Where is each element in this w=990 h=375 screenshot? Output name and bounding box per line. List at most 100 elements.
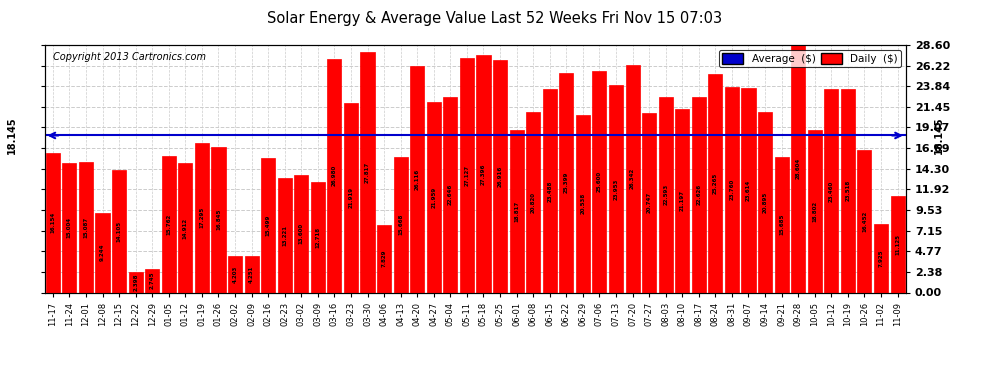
Bar bbox=[212, 147, 226, 292]
Text: 9.244: 9.244 bbox=[100, 244, 105, 261]
Bar bbox=[476, 56, 490, 292]
Bar bbox=[626, 64, 640, 292]
Bar bbox=[277, 178, 292, 292]
Bar bbox=[410, 66, 425, 292]
Text: 22.593: 22.593 bbox=[663, 184, 668, 206]
Bar bbox=[576, 115, 590, 292]
Bar bbox=[675, 109, 689, 292]
Bar bbox=[427, 102, 441, 292]
Bar bbox=[178, 164, 192, 292]
Bar bbox=[774, 157, 789, 292]
Text: 23.460: 23.460 bbox=[829, 180, 834, 202]
Legend: Average  ($), Daily  ($): Average ($), Daily ($) bbox=[720, 50, 901, 68]
Bar bbox=[791, 45, 805, 292]
Text: 13.221: 13.221 bbox=[282, 225, 287, 246]
Bar bbox=[808, 130, 822, 292]
Text: 2.398: 2.398 bbox=[133, 273, 139, 291]
Text: 15.087: 15.087 bbox=[83, 217, 88, 238]
Text: 26.342: 26.342 bbox=[630, 168, 635, 189]
Bar bbox=[245, 256, 258, 292]
Bar bbox=[394, 157, 408, 292]
Text: Copyright 2013 Cartronics.com: Copyright 2013 Cartronics.com bbox=[53, 53, 206, 62]
Bar bbox=[195, 143, 209, 292]
Text: 21.919: 21.919 bbox=[348, 187, 353, 208]
Text: 13.600: 13.600 bbox=[299, 223, 304, 244]
Text: 15.499: 15.499 bbox=[265, 215, 270, 236]
Text: 25.399: 25.399 bbox=[563, 172, 569, 193]
Text: 21.197: 21.197 bbox=[680, 190, 685, 211]
Bar bbox=[643, 113, 656, 292]
Bar bbox=[510, 130, 524, 292]
Text: 15.004: 15.004 bbox=[67, 217, 72, 238]
Text: 20.820: 20.820 bbox=[531, 192, 536, 213]
Bar bbox=[146, 269, 159, 292]
Bar bbox=[377, 225, 391, 292]
Text: 4.203: 4.203 bbox=[233, 266, 238, 283]
Bar bbox=[62, 163, 76, 292]
Bar bbox=[725, 87, 739, 292]
Text: 23.953: 23.953 bbox=[614, 178, 619, 200]
Bar bbox=[874, 224, 888, 292]
Bar bbox=[294, 175, 308, 292]
Text: 23.614: 23.614 bbox=[746, 180, 751, 201]
Bar bbox=[609, 85, 623, 292]
Bar bbox=[328, 59, 342, 292]
Bar bbox=[112, 170, 126, 292]
Text: Solar Energy & Average Value Last 52 Weeks Fri Nov 15 07:03: Solar Energy & Average Value Last 52 Wee… bbox=[267, 11, 723, 26]
Bar bbox=[444, 96, 457, 292]
Text: 23.518: 23.518 bbox=[845, 180, 850, 201]
Bar bbox=[261, 158, 275, 292]
Bar bbox=[825, 90, 839, 292]
Bar bbox=[161, 156, 176, 292]
Text: 25.600: 25.600 bbox=[597, 171, 602, 192]
Bar bbox=[493, 60, 507, 292]
Text: 26.980: 26.980 bbox=[332, 165, 337, 186]
Text: 2.745: 2.745 bbox=[149, 272, 154, 290]
Bar bbox=[95, 213, 110, 292]
Text: 27.817: 27.817 bbox=[365, 162, 370, 183]
Bar bbox=[592, 71, 607, 292]
Bar bbox=[526, 112, 541, 292]
Bar bbox=[46, 153, 59, 292]
Bar bbox=[559, 73, 573, 292]
Bar bbox=[658, 97, 673, 292]
Text: 27.396: 27.396 bbox=[481, 163, 486, 184]
Bar bbox=[129, 272, 143, 292]
Text: 4.251: 4.251 bbox=[249, 266, 254, 283]
Text: 14.912: 14.912 bbox=[183, 217, 188, 238]
Bar bbox=[360, 52, 374, 292]
Text: 21.959: 21.959 bbox=[432, 187, 437, 208]
Text: 15.685: 15.685 bbox=[779, 214, 784, 236]
Bar bbox=[758, 112, 772, 292]
Text: 7.925: 7.925 bbox=[878, 249, 883, 267]
Text: 22.646: 22.646 bbox=[447, 184, 452, 205]
Text: 17.295: 17.295 bbox=[199, 207, 204, 228]
Text: 14.105: 14.105 bbox=[117, 221, 122, 242]
Text: 22.626: 22.626 bbox=[696, 184, 701, 205]
Text: 16.845: 16.845 bbox=[216, 209, 221, 230]
Bar bbox=[891, 196, 905, 292]
Bar bbox=[311, 183, 325, 292]
Text: 15.668: 15.668 bbox=[398, 214, 403, 236]
Text: 26.116: 26.116 bbox=[415, 169, 420, 190]
Text: 23.488: 23.488 bbox=[547, 180, 552, 201]
Bar bbox=[344, 103, 358, 292]
Text: 18.802: 18.802 bbox=[812, 201, 818, 222]
Bar bbox=[228, 256, 243, 292]
Text: 18.145: 18.145 bbox=[934, 117, 943, 154]
Bar bbox=[742, 88, 755, 292]
Text: 20.538: 20.538 bbox=[580, 193, 585, 214]
Bar bbox=[543, 89, 556, 292]
Text: 26.916: 26.916 bbox=[498, 165, 503, 187]
Text: 15.762: 15.762 bbox=[166, 214, 171, 235]
Text: 16.452: 16.452 bbox=[862, 211, 867, 232]
Text: 20.747: 20.747 bbox=[646, 192, 651, 213]
Bar bbox=[79, 162, 93, 292]
Text: 23.760: 23.760 bbox=[730, 179, 735, 200]
Text: 11.125: 11.125 bbox=[895, 234, 900, 255]
Bar bbox=[841, 89, 855, 292]
Text: 27.127: 27.127 bbox=[464, 165, 469, 186]
Bar bbox=[692, 97, 706, 292]
Bar bbox=[857, 150, 871, 292]
Bar bbox=[460, 58, 474, 292]
